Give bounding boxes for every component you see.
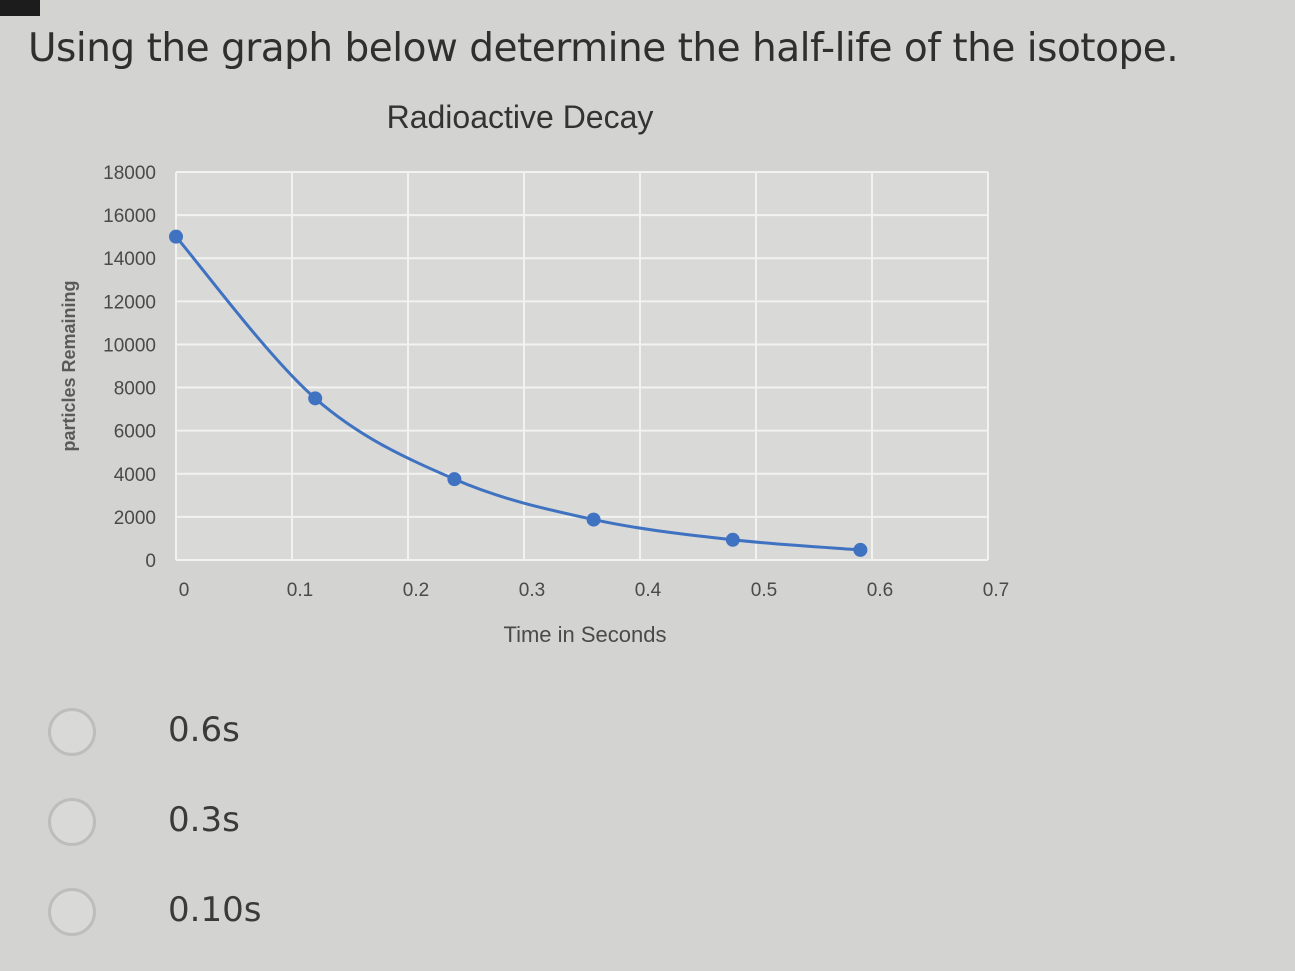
data-point — [308, 391, 323, 406]
data-point — [447, 472, 462, 487]
chart-title: Radioactive Decay — [387, 99, 654, 135]
y-tick-label: 0 — [145, 551, 156, 572]
option-3-radio[interactable] — [48, 888, 96, 936]
x-tick-label: 0.7 — [983, 580, 1009, 601]
y-axis-label: particles Remaining — [59, 280, 79, 451]
y-tick-label: 10000 — [103, 335, 156, 356]
x-tick-label: 0.4 — [635, 580, 662, 601]
x-tick-label: 0.3 — [519, 580, 545, 601]
option-3[interactable]: 0.10s — [40, 878, 560, 948]
data-point — [725, 532, 740, 547]
y-tick-label: 4000 — [114, 465, 156, 486]
option-1-label: 0.6s — [168, 710, 240, 750]
answer-options: 0.6s 0.3s 0.10s — [0, 690, 600, 960]
corner-mark — [0, 0, 40, 16]
y-tick-label: 16000 — [103, 206, 156, 227]
x-tick-label: 0.2 — [403, 580, 429, 601]
y-tick-label: 8000 — [114, 379, 156, 400]
option-1[interactable]: 0.6s — [40, 698, 560, 768]
option-2-radio[interactable] — [48, 798, 96, 846]
plot-area — [175, 171, 989, 561]
y-tick-label: 12000 — [103, 292, 156, 313]
chart-svg: 0 2000 4000 6000 8000 10000 12000 14000 16000 180… — [59, 99, 1009, 647]
x-tick-label: 0.1 — [287, 580, 313, 601]
x-axis-label: Time in Seconds — [503, 622, 666, 647]
option-2[interactable]: 0.3s — [40, 788, 560, 858]
y-tick-label: 6000 — [114, 422, 156, 443]
data-point — [586, 512, 601, 527]
data-point — [853, 542, 868, 557]
x-tick-label: 0 — [179, 580, 190, 601]
option-1-radio[interactable] — [48, 708, 96, 756]
x-tick-label: 0.5 — [751, 580, 777, 601]
option-2-label: 0.3s — [168, 800, 240, 840]
data-point — [169, 229, 183, 244]
decay-chart: 0 2000 4000 6000 8000 10000 12000 14000 16000 180… — [59, 99, 1009, 647]
option-3-label: 0.10s — [168, 890, 262, 930]
x-tick-label: 0.6 — [867, 580, 893, 601]
question-text: Using the graph below determine the half… — [28, 26, 1179, 71]
y-tick-label: 18000 — [103, 163, 156, 184]
y-tick-label: 14000 — [103, 249, 156, 270]
y-tick-label: 2000 — [114, 508, 156, 529]
